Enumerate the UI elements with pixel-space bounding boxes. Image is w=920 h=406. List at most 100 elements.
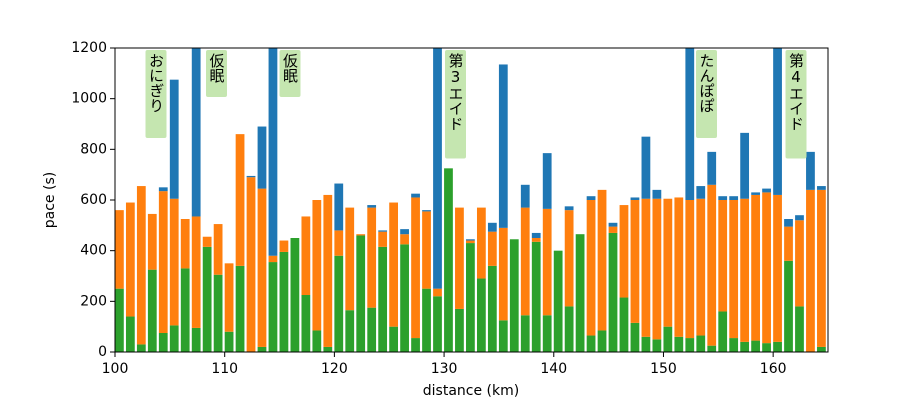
annotation: たんぽぽ — [698, 53, 716, 113]
bar-segment — [455, 207, 464, 309]
bar-segment — [773, 194, 782, 342]
y-tick-label: 400 — [80, 243, 107, 259]
bar-segment — [531, 241, 541, 352]
y-tick-label: 1000 — [71, 91, 107, 107]
bar-segment — [466, 243, 475, 352]
bar-segment — [542, 315, 552, 352]
bar-segment — [608, 226, 618, 233]
bar-segment — [213, 224, 223, 275]
bar-segment — [334, 230, 344, 256]
bar-segment — [268, 48, 278, 256]
bar-segment — [696, 198, 706, 336]
bar-segment — [180, 268, 190, 352]
y-tick-label: 200 — [80, 293, 107, 309]
bar-segment — [817, 346, 826, 352]
bar-segment — [729, 338, 739, 352]
bar-segment — [334, 255, 344, 352]
bar-segment — [685, 338, 695, 352]
bar-segment — [531, 232, 541, 238]
bar-segment — [641, 198, 651, 337]
annotation-box — [206, 50, 227, 97]
bar-segment — [323, 346, 333, 352]
bar-segment — [400, 229, 409, 235]
x-tick-label: 150 — [650, 361, 677, 377]
bar-segment — [323, 194, 333, 347]
bar-segment — [367, 307, 377, 352]
bar-segment — [707, 151, 717, 185]
bar-segment — [191, 48, 201, 217]
bar-segment — [817, 189, 826, 347]
bar-segment — [608, 222, 618, 227]
bar-segment — [125, 316, 135, 352]
bar-segment — [564, 210, 574, 307]
bar-segment — [290, 238, 300, 352]
annotation-box — [696, 50, 717, 138]
bar-segment — [586, 200, 596, 336]
bar-segment — [411, 197, 420, 339]
bar-segment — [652, 198, 662, 340]
bar-segment — [257, 188, 267, 347]
bar-segment — [751, 340, 760, 352]
bar-segment — [411, 193, 420, 198]
bar-segment — [586, 196, 596, 200]
bar-segment — [696, 186, 706, 199]
bar-segment — [564, 306, 574, 352]
bar-segment — [674, 197, 684, 337]
bar-segment — [158, 333, 168, 352]
bar-segment — [202, 246, 212, 352]
bar-segment — [356, 234, 366, 236]
bar-segment — [575, 234, 585, 352]
bar-segment — [509, 239, 519, 352]
annotation: 仮眠 — [208, 53, 226, 84]
annotation: 第4エイド — [787, 52, 805, 131]
bar-segment — [334, 183, 344, 231]
y-tick-label: 0 — [98, 344, 107, 360]
bar-segment — [751, 192, 760, 195]
y-tick-label: 800 — [80, 141, 107, 157]
annotation-box — [279, 50, 301, 97]
bar-segment — [224, 331, 234, 352]
bar-segment — [685, 48, 695, 201]
bar-segment — [235, 265, 245, 352]
bar-segment — [246, 177, 256, 352]
bar-segment — [433, 296, 442, 352]
bar-segment — [466, 239, 475, 241]
annotation: 第3エイド — [447, 52, 465, 131]
annotation-box — [445, 50, 466, 159]
bar-segment — [367, 205, 377, 208]
bar-segment — [224, 263, 234, 332]
bar-segment — [498, 227, 508, 321]
bar-segment — [641, 136, 651, 199]
bar-segment — [466, 240, 475, 244]
bar-segment — [301, 295, 311, 352]
bar-segment — [400, 234, 409, 245]
bar-segment — [400, 244, 409, 352]
annotation-box — [145, 50, 167, 138]
bar-segment — [367, 207, 377, 308]
annotation: おにぎり — [147, 53, 165, 113]
bar-segment — [487, 222, 497, 232]
bar-segment — [301, 216, 311, 295]
y-axis-label: pace (s) — [42, 172, 58, 228]
bar-segment — [433, 288, 442, 297]
y-tick-label: 600 — [80, 192, 107, 208]
bar-segment — [356, 235, 366, 352]
bar-segment — [784, 219, 793, 227]
bar-segment — [542, 153, 552, 209]
bar-segment — [795, 215, 804, 221]
bar-segment — [806, 189, 815, 352]
bar-segment — [553, 250, 563, 352]
bar-segment — [312, 330, 322, 352]
bar-segment — [740, 341, 750, 352]
bar-segment — [158, 191, 168, 333]
bar-segment — [169, 79, 179, 199]
bar-segment — [729, 200, 739, 339]
bar-segment — [422, 288, 431, 352]
bar-segment — [630, 197, 640, 200]
bar-segment — [652, 189, 662, 199]
bar-segment — [674, 336, 684, 352]
bar-segment — [115, 210, 124, 289]
annotation: 仮眠 — [281, 53, 299, 84]
bar-segment — [806, 151, 815, 190]
bar-segment — [718, 196, 728, 200]
